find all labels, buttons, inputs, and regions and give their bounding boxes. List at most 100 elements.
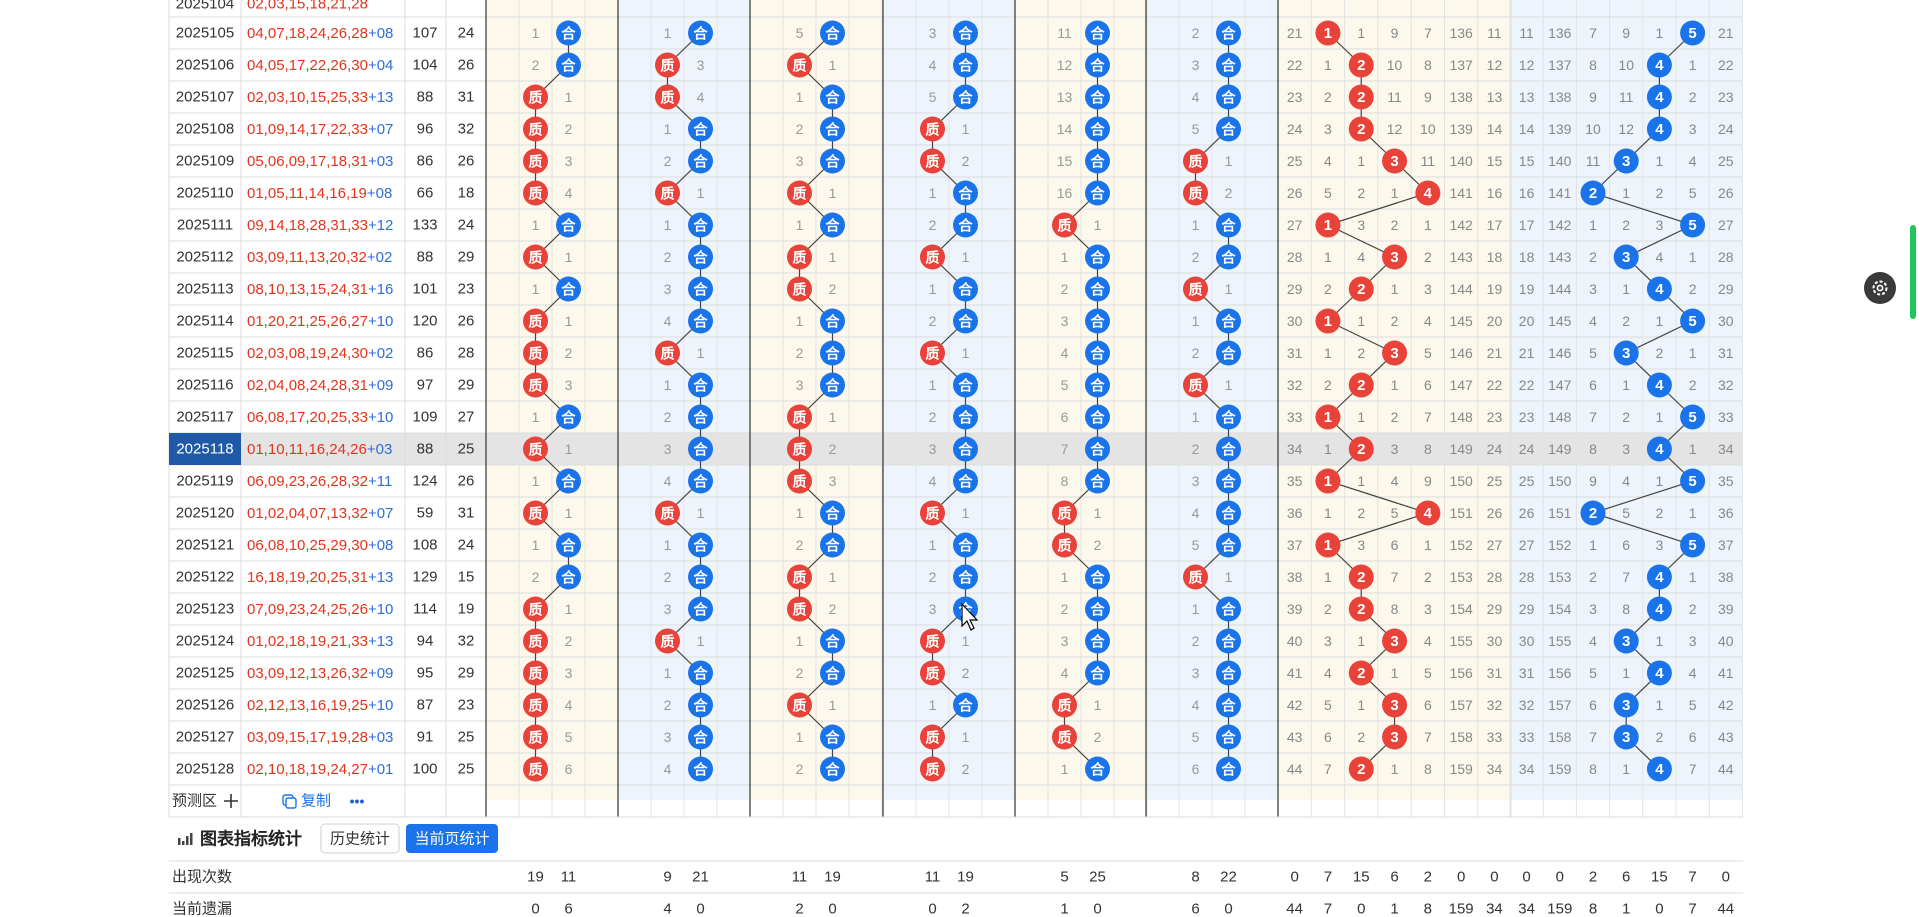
issue-number[interactable]: 2025120 [176, 505, 234, 522]
main-numbers: 01,02,04,07,13,32 [247, 505, 368, 522]
zhi-label: 质 [793, 474, 807, 490]
issue-number[interactable]: 2025109 [176, 153, 234, 170]
sum-value: 91 [417, 729, 434, 746]
more-button[interactable]: ••• [350, 793, 365, 809]
omission-count: 3 [1689, 121, 1697, 137]
omission-count: 1 [1192, 409, 1200, 425]
omission-count: 4 [1689, 153, 1697, 169]
issue-number[interactable]: 2025111 [177, 217, 233, 234]
plus-icon[interactable] [224, 794, 238, 808]
issue-number[interactable]: 2025121 [176, 537, 234, 554]
settings-button[interactable] [1864, 272, 1896, 304]
he-ball [688, 692, 713, 718]
issue-number[interactable]: 2025107 [176, 89, 234, 106]
issue-number[interactable]: 2025114 [176, 313, 233, 330]
issue-number[interactable]: 2025122 [176, 569, 234, 586]
hit-value: 3 [1622, 153, 1630, 170]
copy-button[interactable]: 复制 [301, 792, 331, 810]
issue-number[interactable]: 2025128 [176, 761, 234, 778]
he-label: 合 [826, 538, 841, 554]
issue-number[interactable]: 2025124 [176, 633, 234, 650]
omission-count: 1 [796, 89, 804, 105]
zhi-label: 质 [926, 634, 940, 650]
he-label: 合 [1091, 762, 1106, 778]
omission-count: 148 [1449, 409, 1473, 425]
scrollbar-thumb[interactable] [1910, 225, 1916, 319]
omission-count: 10 [1420, 121, 1436, 137]
omission-count: 2 [1357, 345, 1365, 361]
issue-number[interactable]: 2025115 [176, 345, 233, 362]
he-ball [1216, 532, 1241, 558]
issue-number[interactable]: 2025106 [176, 57, 234, 74]
zhi-label: 质 [926, 122, 940, 138]
omission-count: 33 [1487, 729, 1503, 745]
omission-count: 27 [1519, 537, 1535, 553]
hit-value: 5 [1688, 409, 1696, 426]
omission-count: 3 [929, 25, 937, 41]
omission-count: 4 [1192, 89, 1200, 105]
omission-count: 140 [1548, 153, 1572, 169]
omission-count: 5 [1622, 505, 1630, 521]
issue-number[interactable]: 2025108 [176, 121, 234, 138]
bonus-number: +13 [368, 569, 393, 586]
omission-count: 6 [1324, 729, 1332, 745]
omission-count: 37 [1718, 537, 1734, 553]
tab-history-stats[interactable] [320, 823, 400, 854]
tab-current-label[interactable]: 当前页统计 [414, 831, 489, 848]
tab-current-page-stats[interactable] [406, 824, 498, 853]
stat-value: 19 [527, 869, 544, 886]
omission-count: 4 [1324, 665, 1332, 681]
omission-count: 3 [1622, 441, 1630, 457]
issue-number[interactable]: 2025116 [176, 377, 233, 394]
hit-value: 4 [1655, 57, 1664, 74]
he-label: 合 [959, 90, 974, 106]
he-ball [688, 404, 713, 430]
omission-count: 159 [1548, 761, 1572, 777]
hit-value: 4 [1655, 89, 1664, 106]
bonus-number: +07 [368, 121, 393, 138]
issue-number[interactable]: 2025117 [176, 409, 233, 426]
issue-number[interactable]: 2025105 [176, 25, 234, 42]
sum-value: 100 [412, 761, 437, 778]
he-ball [953, 692, 978, 718]
omission-count: 139 [1548, 121, 1572, 137]
issue-number[interactable]: 2025110 [176, 185, 233, 202]
issue-number[interactable]: 2025119 [176, 473, 233, 490]
omission-count: 1 [565, 505, 573, 521]
omission-count: 24 [1519, 441, 1535, 457]
omission-count: 154 [1449, 601, 1473, 617]
he-ball [556, 564, 581, 590]
he-label: 合 [826, 730, 841, 746]
omission-count: 2 [829, 601, 837, 617]
omission-count: 20 [1519, 313, 1535, 329]
omission-count: 29 [1287, 281, 1303, 297]
omission-count: 7 [1424, 25, 1432, 41]
issue-number[interactable]: 2025118 [176, 441, 233, 458]
issue-number[interactable]: 2025126 [176, 697, 234, 714]
bonus-number: +12 [368, 217, 393, 234]
omission-count: 21 [1287, 25, 1303, 41]
omission-count: 3 [1061, 313, 1069, 329]
omission-count: 1 [565, 601, 573, 617]
omission-count: 1 [962, 633, 970, 649]
he-ball [820, 724, 845, 750]
selected-issue-cell[interactable] [169, 433, 241, 465]
omission-count: 2 [1391, 217, 1399, 233]
omission-count: 38 [1718, 569, 1734, 585]
omission-count: 3 [664, 441, 672, 457]
issue-number[interactable]: 2025112 [176, 249, 233, 266]
issue-number[interactable]: 2025123 [176, 601, 234, 618]
he-label: 合 [694, 282, 709, 298]
issue-number[interactable]: 2025125 [176, 665, 234, 682]
he-label: 合 [826, 122, 841, 138]
he-label: 合 [826, 218, 841, 234]
omission-count: 136 [1449, 25, 1473, 41]
issue-number[interactable]: 2025113 [176, 281, 233, 298]
main-numbers: 01,02,18,19,21,33 [247, 633, 368, 650]
omission-count: 14 [1519, 121, 1535, 137]
tab-history-label[interactable]: 历史统计 [330, 831, 390, 848]
he-ball [1085, 628, 1110, 654]
he-label: 合 [562, 474, 577, 490]
issue-number[interactable]: 2025127 [176, 729, 234, 746]
main-numbers: 01,10,11,16,24,26 [247, 441, 367, 458]
